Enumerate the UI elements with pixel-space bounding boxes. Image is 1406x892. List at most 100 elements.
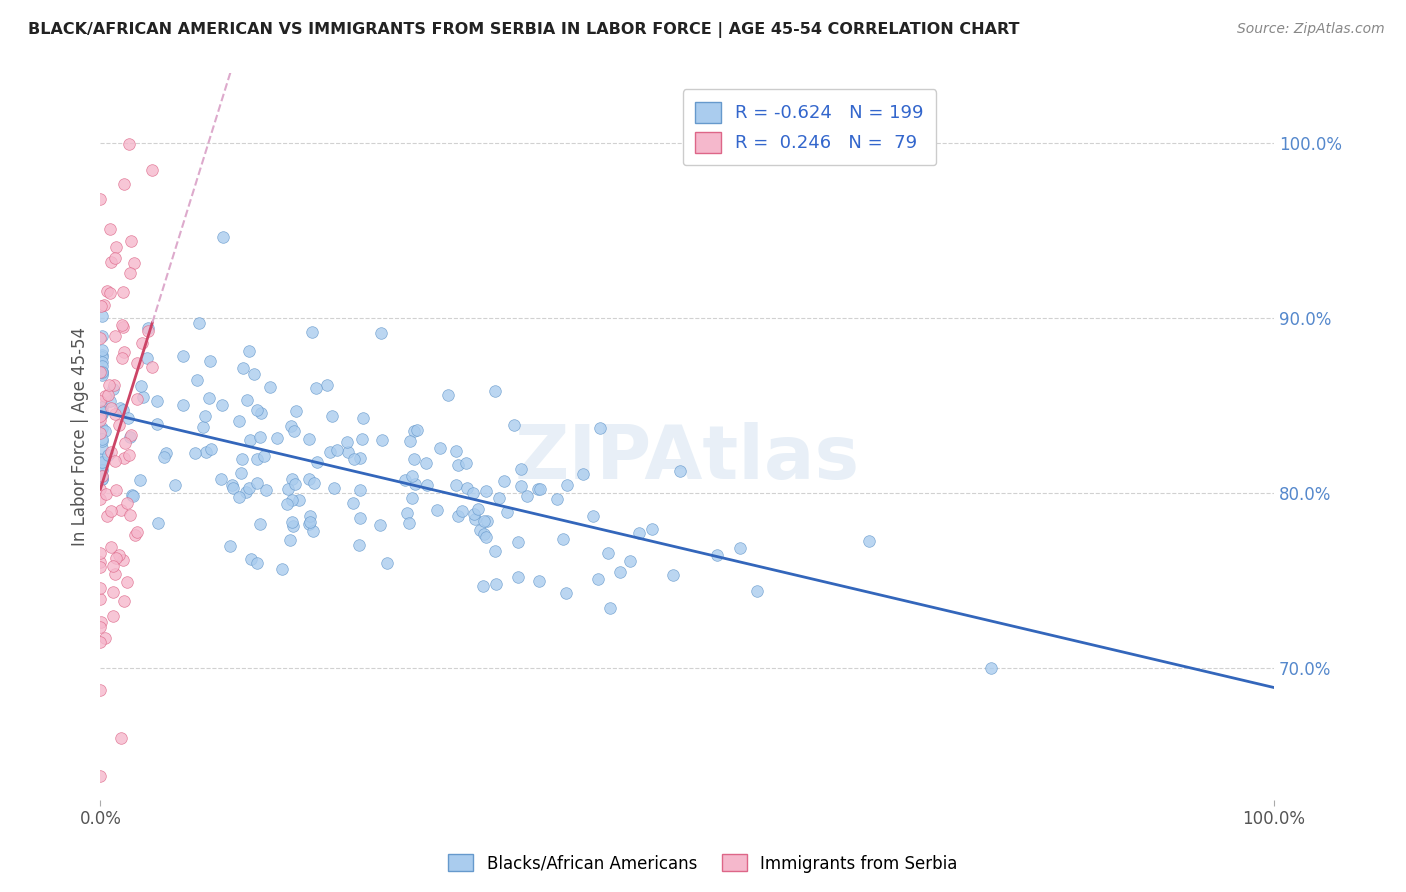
Point <box>90 421 112 435</box>
Point <box>619 554 641 568</box>
Point <box>415 456 437 470</box>
Point <box>108 418 131 433</box>
Point <box>477 514 499 528</box>
Point <box>571 467 593 482</box>
Point <box>416 478 439 492</box>
Point <box>446 478 468 492</box>
Point <box>728 541 751 555</box>
Point <box>90 366 112 380</box>
Point <box>127 524 149 539</box>
Point <box>488 491 510 506</box>
Point <box>90 309 112 323</box>
Point <box>461 486 484 500</box>
Point <box>90 343 112 357</box>
Point <box>276 497 298 511</box>
Point <box>100 540 122 554</box>
Point <box>105 240 128 254</box>
Point <box>89 425 111 440</box>
Point <box>463 508 485 522</box>
Point <box>641 522 664 536</box>
Point <box>589 421 612 435</box>
Point <box>305 381 328 395</box>
Point <box>238 481 260 495</box>
Point <box>502 418 524 433</box>
Point <box>89 483 111 497</box>
Point <box>90 451 112 466</box>
Point <box>89 409 111 423</box>
Point <box>553 532 575 546</box>
Point <box>266 432 288 446</box>
Point <box>89 635 111 649</box>
Point <box>90 468 112 483</box>
Point <box>112 594 135 608</box>
Point <box>211 471 233 485</box>
Text: ZIPAtlas: ZIPAtlas <box>515 422 859 494</box>
Point <box>90 472 112 486</box>
Point <box>94 424 117 438</box>
Point <box>198 354 221 368</box>
Point <box>429 441 451 455</box>
Point <box>131 379 153 393</box>
Point <box>90 405 112 419</box>
Point <box>555 478 578 492</box>
Point <box>472 527 495 541</box>
Point <box>278 533 301 548</box>
Point <box>90 329 112 343</box>
Point <box>662 567 685 582</box>
Point <box>302 524 325 538</box>
Point <box>104 483 127 497</box>
Point <box>90 615 112 630</box>
Point <box>94 487 117 501</box>
Point <box>127 355 149 369</box>
Point <box>280 472 302 486</box>
Point <box>100 445 122 459</box>
Y-axis label: In Labor Force | Age 45-54: In Labor Force | Age 45-54 <box>72 326 89 546</box>
Point <box>117 410 139 425</box>
Point <box>90 354 112 368</box>
Point <box>131 335 153 350</box>
Point <box>111 318 134 333</box>
Point <box>90 463 112 477</box>
Point <box>349 483 371 497</box>
Point <box>186 373 208 387</box>
Point <box>191 420 214 434</box>
Point <box>155 446 177 460</box>
Point <box>368 518 391 533</box>
Point <box>90 456 112 470</box>
Point <box>104 252 127 266</box>
Point <box>249 430 271 444</box>
Point <box>402 451 425 466</box>
Point <box>404 477 426 491</box>
Point <box>124 528 146 542</box>
Point <box>90 363 112 377</box>
Point <box>90 365 112 379</box>
Point <box>321 409 343 424</box>
Point <box>302 476 325 491</box>
Point <box>112 319 135 334</box>
Point <box>277 483 299 497</box>
Point <box>211 230 233 244</box>
Point <box>426 502 449 516</box>
Point <box>136 351 159 365</box>
Point <box>669 464 692 478</box>
Point <box>120 266 142 280</box>
Point <box>97 448 120 462</box>
Point <box>118 448 141 462</box>
Point <box>370 326 392 340</box>
Point <box>89 556 111 570</box>
Point <box>456 481 478 495</box>
Point <box>398 516 420 531</box>
Point <box>114 436 136 450</box>
Point <box>89 769 111 783</box>
Point <box>98 378 121 392</box>
Point <box>132 390 155 404</box>
Point <box>231 452 253 467</box>
Point <box>103 382 125 396</box>
Point <box>323 481 346 495</box>
Point <box>405 423 427 437</box>
Point <box>110 731 132 745</box>
Point <box>336 435 359 450</box>
Point <box>122 489 145 503</box>
Point <box>146 393 169 408</box>
Point <box>93 298 115 312</box>
